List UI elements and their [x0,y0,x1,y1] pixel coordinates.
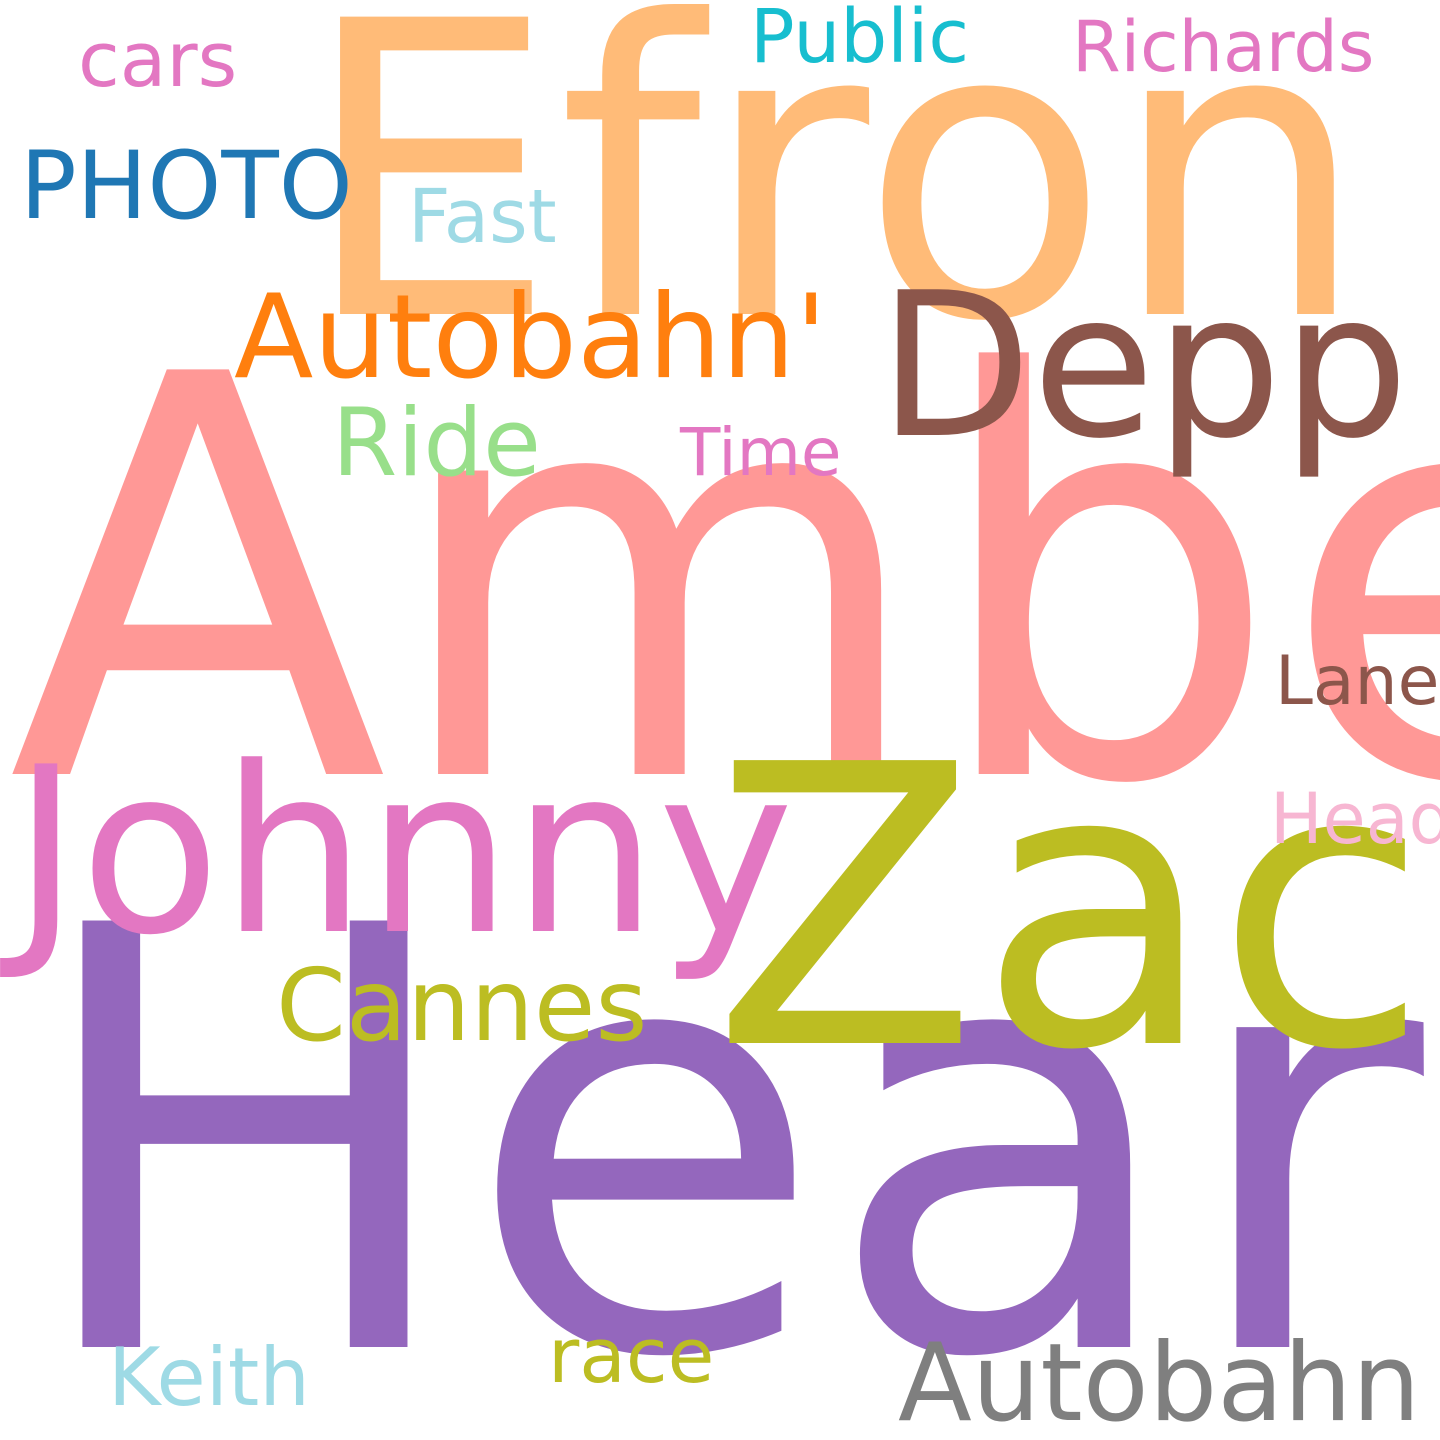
word-depp: Depp [878,250,1409,483]
word-keith: Keith [108,1331,310,1424]
word-autobahn-q: Autobahn' [234,270,827,405]
word-lane: Lane [1275,642,1440,721]
word-autobahn: Autobahn [898,1321,1421,1440]
word-heard: Heard [25,804,1440,1440]
word-race: race [548,1311,715,1400]
word-cars: cars [78,15,238,104]
word-zac: Zac [712,683,1429,1135]
word-photo: PHOTO [20,132,353,241]
word-richards: Richards [1072,6,1375,88]
word-time: Time [680,414,842,491]
word-efron: Efron [300,0,1369,411]
word-public: Public [750,0,970,80]
word-ride: Ride [332,389,541,498]
word-johnny: Johnny [12,719,794,986]
word-cannes: Cannes [276,947,648,1064]
word-head: Head [1270,778,1440,860]
word-amber: Amber [8,259,1440,905]
word-fast: Fast [408,174,557,260]
